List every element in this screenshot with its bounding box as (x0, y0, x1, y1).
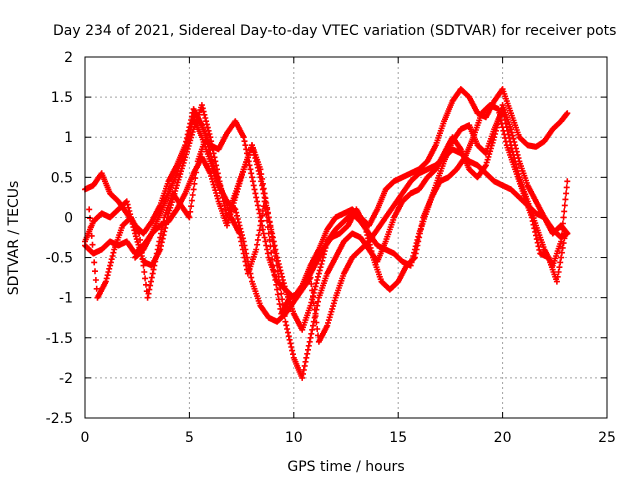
plot-frame (84, 56, 608, 419)
chart-title: Day 234 of 2021, Sidereal Day-to-day VTE… (53, 23, 616, 39)
x-tick-label: 20 (494, 430, 512, 446)
y-tick-label: -0.5 (46, 251, 73, 267)
y-tick-label: 0.5 (51, 170, 73, 186)
y-tick-label: -1.5 (46, 331, 73, 347)
series-track-5 (132, 114, 571, 345)
y-tick-label: 1.5 (51, 90, 73, 106)
x-tick-label: 5 (185, 430, 194, 446)
y-tick-label: 0 (64, 210, 73, 226)
y-tick-label: 2 (64, 50, 73, 66)
x-tick-label: 0 (81, 430, 90, 446)
x-axis-label: GPS time / hours (287, 459, 404, 475)
x-tick-label: 25 (598, 430, 616, 446)
x-tick-label: 15 (389, 430, 407, 446)
y-tick-label: -2.5 (46, 411, 73, 427)
x-tick-label: 10 (285, 430, 303, 446)
data-point-markers (132, 114, 571, 345)
y-axis-label: SDTVAR / TECUs (6, 181, 22, 296)
y-tick-label: -1 (59, 291, 73, 307)
tick-layer: 0 5 10 15 20 25 -2.5 -2 -1.5 -1 -0.5 0 0.5 1 1.5 2 (46, 50, 616, 446)
y-tick-label: -2 (59, 371, 73, 387)
y-tick-label: 1 (64, 130, 73, 146)
